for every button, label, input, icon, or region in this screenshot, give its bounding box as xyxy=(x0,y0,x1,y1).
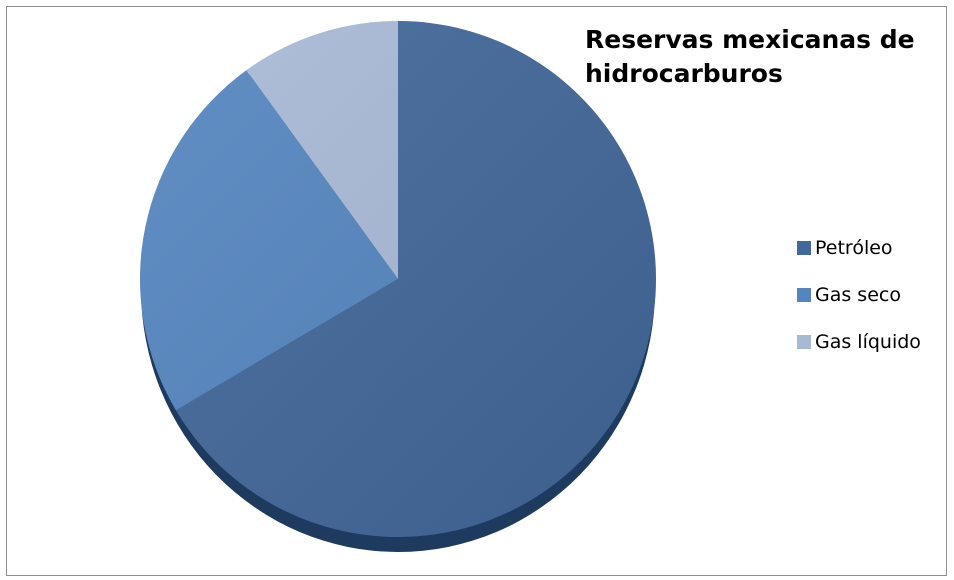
legend-label-gas-seco: Gas seco xyxy=(815,284,901,306)
legend-label-petroleo: Petróleo xyxy=(815,237,893,259)
legend-swatch-petroleo xyxy=(797,241,811,255)
legend-label-gas-liquido: Gas líquido xyxy=(815,331,921,353)
chart-title: Reservas mexicanas de hidrocarburos xyxy=(585,25,915,88)
chart-area: Reservas mexicanas de hidrocarburos Petr… xyxy=(6,6,947,576)
chart-legend: Petróleo Gas seco Gas líquido xyxy=(797,236,921,377)
legend-item-gas-seco: Gas seco xyxy=(797,283,921,307)
legend-item-petroleo: Petróleo xyxy=(797,236,921,260)
legend-item-gas-liquido: Gas líquido xyxy=(797,330,921,354)
legend-swatch-gas-seco xyxy=(797,288,811,302)
pie-slices xyxy=(140,21,656,538)
legend-swatch-gas-liquido xyxy=(797,335,811,349)
